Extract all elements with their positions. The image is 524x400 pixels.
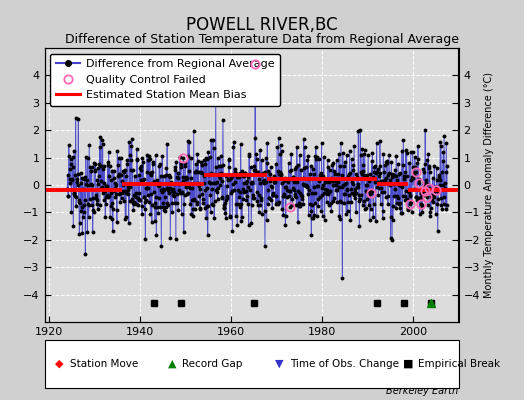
Text: ▼: ▼ (275, 359, 283, 369)
Text: Time of Obs. Change: Time of Obs. Change (290, 359, 399, 369)
Text: Difference of Station Temperature Data from Regional Average: Difference of Station Temperature Data f… (65, 33, 459, 46)
Text: Station Move: Station Move (70, 359, 138, 369)
Text: ■: ■ (403, 359, 414, 369)
Text: POWELL RIVER,BC: POWELL RIVER,BC (186, 16, 338, 34)
Text: Record Gap: Record Gap (182, 359, 243, 369)
Y-axis label: Monthly Temperature Anomaly Difference (°C): Monthly Temperature Anomaly Difference (… (484, 72, 494, 298)
Legend: Difference from Regional Average, Quality Control Failed, Estimated Station Mean: Difference from Regional Average, Qualit… (50, 54, 280, 106)
Text: ▲: ▲ (168, 359, 176, 369)
Text: Berkeley Earth: Berkeley Earth (386, 386, 458, 396)
Text: ◆: ◆ (55, 359, 63, 369)
Text: Empirical Break: Empirical Break (418, 359, 500, 369)
